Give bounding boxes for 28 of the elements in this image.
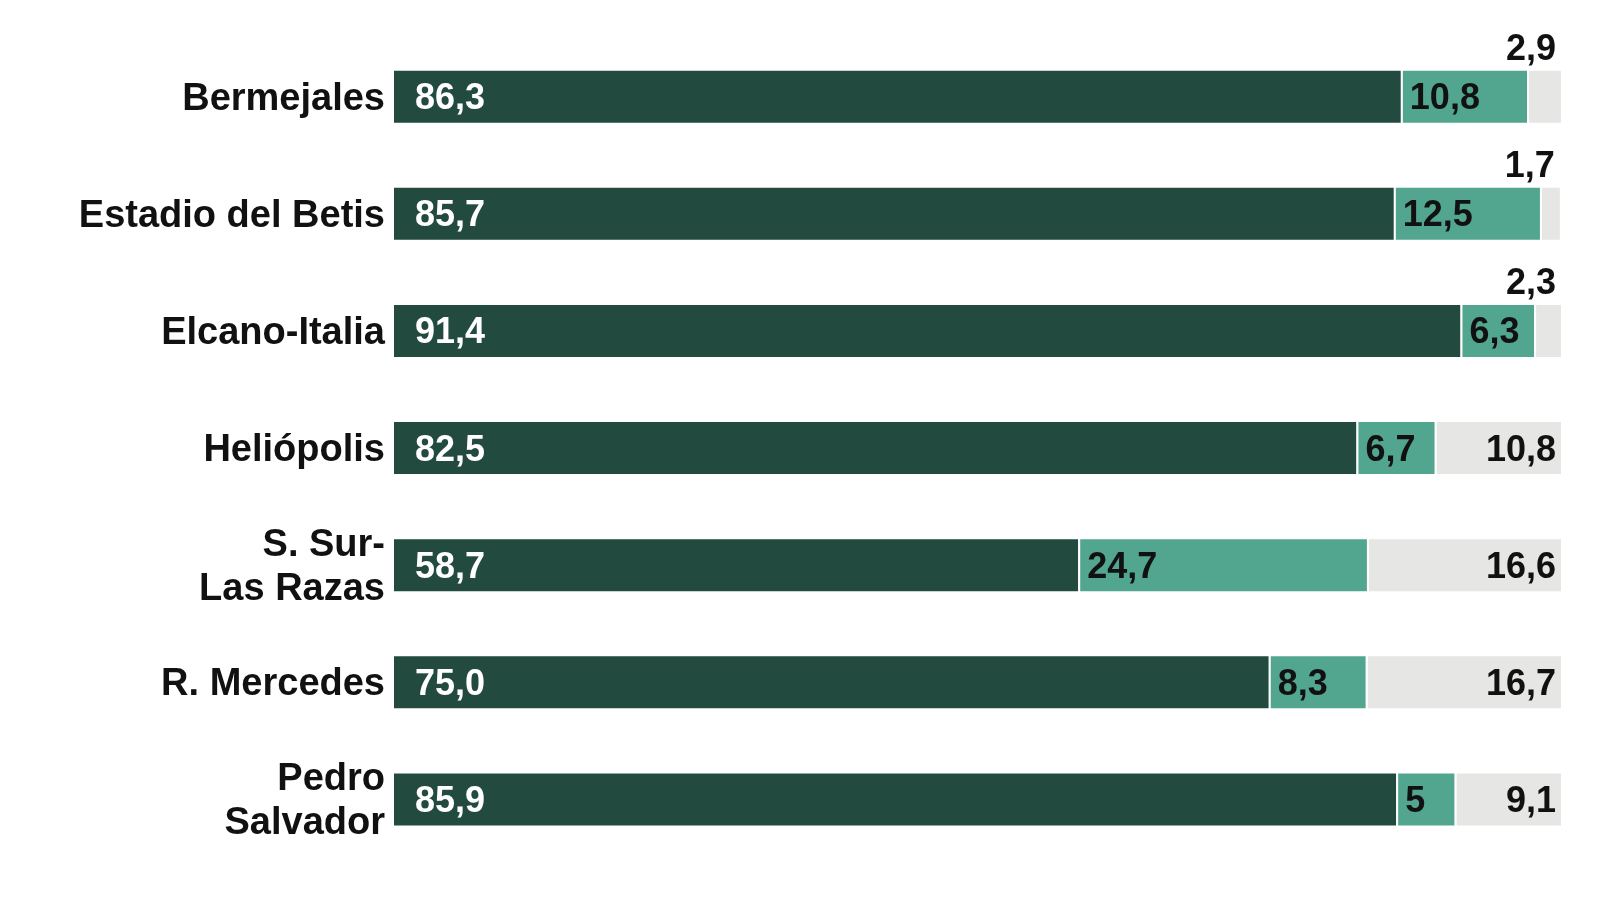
y-tick-label: Bermejales	[182, 75, 385, 118]
data-label: 12,5	[1402, 193, 1473, 235]
data-label: 6,7	[1365, 427, 1416, 469]
data-label: 8,3	[1277, 661, 1328, 703]
data-label: 10,8	[1485, 427, 1556, 469]
data-label: 16,7	[1485, 661, 1556, 703]
data-label: 6,3	[1469, 310, 1520, 352]
data-label: 85,7	[415, 193, 486, 235]
data-label: 2,9	[1505, 27, 1556, 69]
y-tick-label: Estadio del Betis	[78, 192, 385, 235]
data-label: 1,7	[1504, 144, 1555, 186]
data-label: 16,6	[1485, 544, 1556, 586]
data-label: 9,1	[1505, 778, 1556, 820]
data-label: 2,3	[1505, 261, 1556, 303]
y-tick-label: R. Mercedes	[161, 661, 385, 704]
y-tick-label: S. Sur- Las Razas	[199, 522, 385, 609]
y-tick-label: Elcano-Italia	[161, 309, 386, 352]
data-label: 10,8	[1409, 76, 1480, 118]
data-label: 58,7	[415, 544, 486, 586]
data-label: 86,3	[415, 76, 486, 118]
data-label: 24,7	[1087, 544, 1158, 586]
y-tick-label: Heliópolis	[203, 427, 385, 469]
y-tick-label: Pedro Salvador	[224, 756, 386, 843]
data-label: 5	[1405, 778, 1426, 820]
data-label: 91,4	[415, 310, 486, 352]
data-label: 82,5	[415, 427, 486, 469]
data-label: 75,0	[415, 661, 486, 703]
data-label: 85,9	[415, 778, 486, 820]
